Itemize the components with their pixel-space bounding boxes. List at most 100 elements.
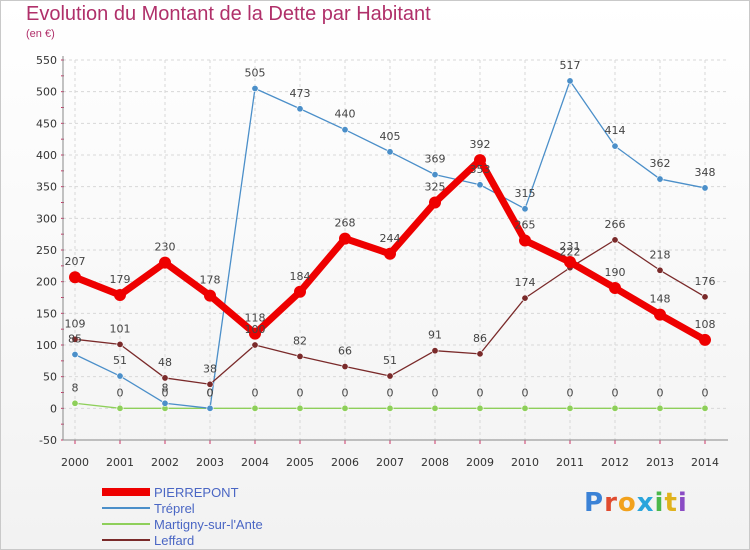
data-point — [116, 340, 124, 348]
data-label: 207 — [65, 255, 86, 268]
data-label: 268 — [335, 217, 356, 230]
data-label: 38 — [203, 362, 217, 375]
data-label: 244 — [380, 232, 401, 245]
data-point — [701, 184, 709, 192]
logo-letter: i — [654, 488, 665, 518]
data-label: 109 — [65, 317, 86, 330]
data-point — [611, 142, 619, 150]
data-label: 405 — [380, 130, 401, 143]
data-point — [431, 347, 439, 355]
data-label: 218 — [650, 248, 671, 261]
data-point — [294, 285, 306, 298]
data-label: 179 — [110, 273, 131, 286]
data-point — [114, 288, 126, 301]
data-label: 85 — [68, 333, 82, 346]
data-point — [564, 256, 576, 269]
data-point — [521, 205, 529, 213]
data-point — [341, 404, 349, 412]
data-point — [429, 196, 441, 209]
data-point — [476, 181, 484, 189]
data-point — [251, 404, 259, 412]
data-label: 178 — [200, 274, 221, 287]
data-point — [206, 404, 214, 412]
y-tick-label: 350 — [36, 181, 57, 194]
data-label: 101 — [110, 322, 131, 335]
data-point — [159, 256, 171, 269]
data-label: 392 — [470, 138, 491, 151]
data-point — [296, 404, 304, 412]
x-tick-label: 2008 — [421, 456, 449, 469]
data-point — [206, 380, 214, 388]
data-label: 118 — [245, 312, 266, 325]
y-tick-label: -50 — [39, 434, 57, 447]
data-label: 231 — [560, 240, 581, 253]
x-tick-label: 2003 — [196, 456, 224, 469]
data-point — [71, 399, 79, 407]
data-label: 325 — [425, 181, 446, 194]
x-tick-label: 2010 — [511, 456, 539, 469]
data-point — [699, 333, 711, 346]
legend-label: Leffard — [154, 533, 194, 548]
data-label: 91 — [428, 329, 442, 342]
data-point — [609, 282, 621, 294]
data-label: 86 — [473, 332, 487, 345]
data-point — [521, 294, 529, 302]
data-label: 505 — [245, 67, 266, 80]
data-label: 0 — [612, 386, 619, 399]
data-point — [386, 148, 394, 156]
data-label: 266 — [605, 218, 626, 231]
logo-letter: o — [617, 488, 637, 518]
data-label: 230 — [155, 241, 176, 254]
data-point — [251, 85, 259, 93]
data-label: 0 — [207, 386, 214, 399]
legend: PIERREPONTTréprelMartigny-sur-l'AnteLeff… — [102, 485, 263, 548]
data-point — [474, 154, 486, 167]
data-label: 0 — [522, 386, 529, 399]
data-point — [431, 171, 439, 179]
data-label: 176 — [695, 275, 716, 288]
data-label: 0 — [117, 386, 124, 399]
data-point — [116, 404, 124, 412]
data-point — [701, 293, 709, 301]
data-label: 0 — [297, 386, 304, 399]
y-tick-label: 150 — [36, 307, 57, 320]
legend-label: Martigny-sur-l'Ante — [154, 517, 263, 532]
data-label: 0 — [702, 386, 709, 399]
data-label: 51 — [113, 354, 127, 367]
x-tick-label: 2001 — [106, 456, 134, 469]
data-label: 184 — [290, 270, 311, 283]
data-point — [431, 404, 439, 412]
data-label: 222 — [560, 246, 581, 259]
data-label: 0 — [162, 386, 169, 399]
y-tick-label: 50 — [43, 371, 57, 384]
y-tick-label: 300 — [36, 212, 57, 225]
legend-label: PIERREPONT — [154, 485, 239, 500]
x-tick-label: 2011 — [556, 456, 584, 469]
data-point — [69, 271, 81, 284]
x-tick-label: 2014 — [691, 456, 719, 469]
y-tick-label: 550 — [36, 54, 57, 67]
data-point — [71, 335, 79, 343]
logo-letter: r — [604, 488, 618, 518]
series — [69, 77, 711, 412]
data-point — [566, 404, 574, 412]
data-label: 440 — [335, 108, 356, 121]
data-label: 174 — [515, 276, 536, 289]
y-tick-label: 200 — [36, 276, 57, 289]
data-label: 82 — [293, 334, 307, 347]
data-point — [116, 372, 124, 380]
data-label: 51 — [383, 354, 397, 367]
data-point — [71, 350, 79, 358]
y-tick-label: 500 — [36, 86, 57, 99]
data-point — [656, 404, 664, 412]
grid — [63, 59, 728, 441]
data-label: 315 — [515, 187, 536, 200]
y-tick-label: 250 — [36, 244, 57, 257]
x-tick-label: 2013 — [646, 456, 674, 469]
data-label: 517 — [560, 59, 581, 72]
data-point — [611, 404, 619, 412]
data-label: 148 — [650, 293, 671, 306]
data-label: 190 — [605, 266, 626, 279]
